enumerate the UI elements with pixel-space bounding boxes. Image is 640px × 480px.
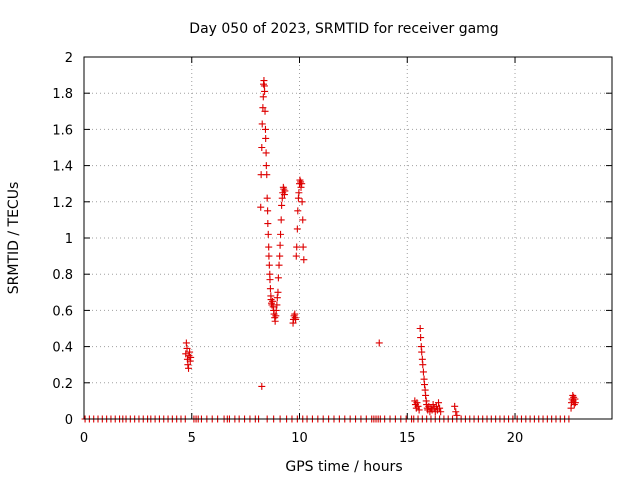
data-point: [262, 162, 270, 170]
y-tick-label: 1.6: [52, 123, 73, 138]
data-point: [265, 243, 273, 251]
data-point: [264, 230, 272, 238]
data-point: [273, 301, 281, 309]
data-point: [258, 382, 266, 390]
axis-ticks: [83, 56, 612, 420]
x-tick-label: 20: [507, 431, 524, 446]
data-point: [263, 171, 271, 179]
data-point: [185, 364, 193, 372]
data-point: [375, 339, 383, 347]
data-point: [436, 404, 444, 412]
data-point: [258, 120, 266, 128]
data-point: [186, 348, 194, 356]
data-point: [422, 391, 430, 399]
y-tick-label: 1.4: [52, 160, 73, 175]
x-tick-label: 10: [291, 431, 308, 446]
data-point: [414, 402, 422, 410]
data-point: [292, 252, 300, 260]
data-point: [295, 189, 303, 197]
data-point: [262, 149, 270, 157]
data-point: [421, 381, 429, 389]
data-point: [266, 285, 274, 293]
data-point: [435, 399, 443, 407]
data-point: [274, 288, 282, 296]
data-point: [298, 198, 306, 206]
y-tick-label: 1: [65, 232, 73, 247]
data-point: [259, 104, 267, 112]
y-axis-label: SRMTID / TECUs: [6, 182, 22, 295]
data-point: [261, 87, 269, 95]
data-point: [418, 348, 426, 356]
data-point: [294, 207, 302, 215]
data-point: [257, 203, 265, 211]
data-point: [416, 325, 424, 332]
data-point: [261, 125, 269, 133]
grid: [84, 57, 612, 419]
data-point: [413, 399, 421, 407]
data-point: [452, 408, 460, 416]
data-point: [263, 194, 271, 202]
chart-title: Day 050 of 2023, SRMTID for receiver gam…: [189, 21, 498, 37]
data-point: [274, 274, 282, 282]
data-point: [265, 261, 273, 269]
data-point: [275, 261, 283, 269]
y-tick-label: 0.6: [52, 304, 73, 319]
data-point: [293, 225, 301, 233]
data-point: [271, 317, 279, 325]
data-point: [258, 144, 266, 151]
data-point: [183, 344, 191, 352]
data-point: [262, 134, 270, 142]
data-point: [298, 180, 306, 188]
x-axis-label: GPS time / hours: [285, 459, 402, 475]
data-point: [571, 399, 579, 407]
data-point: [276, 252, 284, 260]
x-tick-label: 0: [80, 431, 88, 446]
y-tick-label: 0: [65, 413, 73, 428]
data-point: [292, 315, 300, 323]
data-point: [187, 353, 195, 361]
data-point: [300, 256, 308, 264]
data-point: [299, 216, 307, 224]
data-point: [276, 241, 284, 249]
data-point: [265, 252, 273, 260]
data-point: [277, 230, 285, 238]
data-point: [182, 339, 190, 347]
data-point: [417, 334, 425, 342]
data-point: [264, 207, 272, 215]
data-point: [269, 297, 277, 305]
data-point: [415, 406, 423, 414]
data-point: [419, 368, 427, 376]
y-tick-label: 2: [65, 51, 73, 66]
data-point: [273, 294, 281, 302]
data-point: [261, 107, 269, 115]
data-point: [451, 402, 459, 410]
data-point: [419, 361, 427, 369]
data-point: [272, 306, 280, 314]
x-tick-label: 5: [188, 431, 196, 446]
tick-labels: 00.20.40.60.811.21.41.61.820 5 10 15 20: [52, 51, 523, 446]
data-point: [299, 243, 307, 251]
y-tick-label: 1.2: [52, 196, 73, 211]
y-tick-label: 0.2: [52, 377, 73, 392]
data-point: [277, 216, 285, 224]
data-point: [437, 408, 445, 416]
data-point: [184, 361, 192, 369]
data-point: [259, 93, 267, 101]
data-point: [297, 183, 305, 191]
y-tick-label: 0.8: [52, 268, 73, 283]
data-point: [281, 187, 289, 195]
data-point: [293, 243, 301, 251]
data-point: [278, 201, 286, 209]
y-tick-label: 0.4: [52, 341, 73, 356]
data-point: [266, 276, 274, 284]
x-tick-label: 15: [399, 431, 416, 446]
y-tick-label: 1.8: [52, 87, 73, 102]
data-point: [264, 220, 272, 228]
